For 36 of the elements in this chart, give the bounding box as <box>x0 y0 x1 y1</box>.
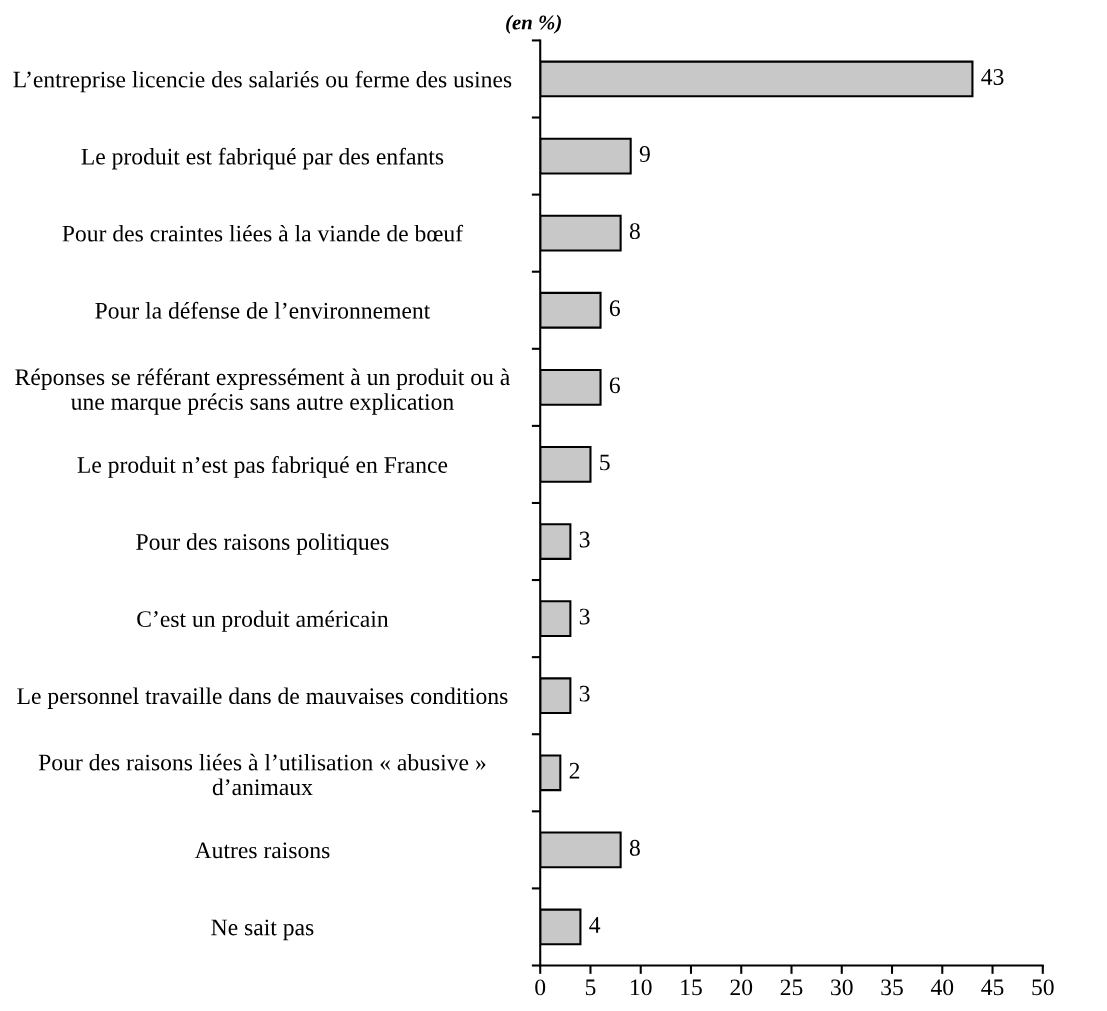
data-label: 3 <box>579 608 590 625</box>
data-label: 3 <box>579 685 590 702</box>
data-label: 3 <box>579 531 590 548</box>
y-tick-label: Pour la défense de l’environnement <box>95 301 431 319</box>
y-tick-label: Le produit est fabriqué par des enfants <box>81 147 444 170</box>
y-tick-label: Le produit n’est pas fabriqué en France <box>77 456 448 478</box>
y-tick-label: Pour des raisons politiques <box>136 533 389 555</box>
data-label: 2 <box>569 762 580 779</box>
x-tick-label: 25 <box>780 979 803 996</box>
data-label: 8 <box>629 223 640 240</box>
x-tick-label: 20 <box>730 979 753 996</box>
x-tick-label: 35 <box>881 979 903 996</box>
data-label: 5 <box>600 454 610 471</box>
x-tick-label: 30 <box>831 979 853 996</box>
y-tick-label: C’est un produit américain <box>137 610 389 632</box>
y-tick-label: Ne sait pas <box>211 919 314 941</box>
x-tick-label: 50 <box>1032 979 1054 996</box>
data-label: 6 <box>609 300 620 317</box>
data-label: 43 <box>981 69 1004 85</box>
y-tick-label: L’entreprise licencie des salariés ou ferme des usines <box>13 70 512 93</box>
chart-title: (en %) <box>506 14 561 34</box>
y-tick-label: Réponses se référant expressément à un produit ou à une marque précis sans autre explication <box>15 368 510 415</box>
x-tick-label: 0 <box>535 979 546 996</box>
x-tick-label: 45 <box>981 979 1004 996</box>
data-label: 4 <box>589 917 601 933</box>
y-tick-label: Autres raisons <box>194 842 330 859</box>
data-label: 6 <box>609 377 620 394</box>
x-tick-label: 15 <box>681 979 702 996</box>
x-tick-label: 40 <box>930 979 954 996</box>
data-label: 9 <box>639 146 650 162</box>
y-tick-label: Pour des craintes liées à la viande de bœuf <box>62 224 464 242</box>
y-tick-label: Le personnel travaille dans de mauvaises conditions <box>17 687 508 709</box>
data-label: 8 <box>629 839 640 856</box>
x-tick-label: 10 <box>631 979 652 996</box>
y-tick-label: Pour des raisons liées à l’utilisation « abusive » d’animaux <box>38 753 486 796</box>
x-tick-label: 5 <box>585 979 596 996</box>
